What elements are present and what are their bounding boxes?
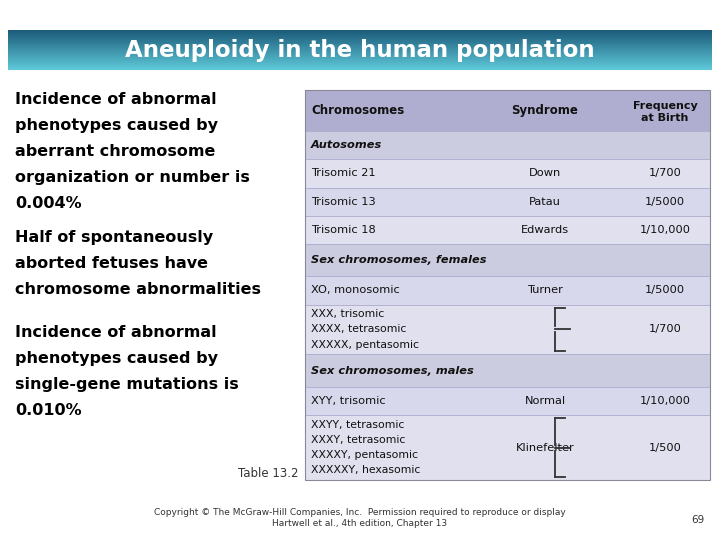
Bar — [305, 354, 710, 387]
Text: Edwards: Edwards — [521, 225, 569, 235]
Text: Klinefelter: Klinefelter — [516, 442, 575, 453]
Text: XXX, trisomic: XXX, trisomic — [311, 309, 384, 319]
Bar — [305, 187, 710, 215]
Bar — [305, 387, 710, 415]
Text: Aneuploidy in the human population: Aneuploidy in the human population — [125, 38, 595, 62]
Text: 1/700: 1/700 — [649, 168, 681, 178]
Text: 0.004%: 0.004% — [15, 196, 81, 211]
Text: at Birth: at Birth — [642, 112, 689, 123]
Text: XYY, trisomic: XYY, trisomic — [311, 396, 386, 406]
Text: Autosomes: Autosomes — [311, 140, 382, 150]
Text: Trisomic 21: Trisomic 21 — [311, 168, 376, 178]
Text: single-gene mutations is: single-gene mutations is — [15, 377, 239, 392]
Text: XXXX, tetrasomic: XXXX, tetrasomic — [311, 325, 406, 334]
Text: XXXXY, pentasomic: XXXXY, pentasomic — [311, 450, 418, 460]
Text: XXYY, tetrasomic: XXYY, tetrasomic — [311, 420, 405, 430]
Text: 1/10,000: 1/10,000 — [639, 396, 690, 406]
Bar — [305, 415, 710, 480]
Text: phenotypes caused by: phenotypes caused by — [15, 118, 218, 133]
Text: aberrant chromosome: aberrant chromosome — [15, 144, 215, 159]
Bar — [305, 305, 710, 354]
Text: Sex chromosomes, females: Sex chromosomes, females — [311, 255, 487, 265]
Text: 0.010%: 0.010% — [15, 403, 81, 418]
Text: Trisomic 13: Trisomic 13 — [311, 197, 376, 207]
Text: Patau: Patau — [529, 197, 561, 207]
Bar — [305, 131, 710, 159]
Bar — [305, 215, 710, 244]
Bar — [305, 90, 710, 480]
Bar — [305, 90, 710, 131]
Text: Normal: Normal — [524, 396, 566, 406]
Text: aborted fetuses have: aborted fetuses have — [15, 256, 208, 271]
Text: Half of spontaneously: Half of spontaneously — [15, 230, 213, 245]
Text: Incidence of abnormal: Incidence of abnormal — [15, 92, 217, 107]
Text: Chromosomes: Chromosomes — [311, 104, 404, 117]
Text: Syndrome: Syndrome — [512, 104, 578, 117]
Text: Copyright © The McGraw-Hill Companies, Inc.  Permission required to reproduce or: Copyright © The McGraw-Hill Companies, I… — [154, 508, 566, 528]
Text: Down: Down — [529, 168, 561, 178]
Text: Trisomic 18: Trisomic 18 — [311, 225, 376, 235]
Text: 1/500: 1/500 — [649, 442, 681, 453]
Text: XXXXX, pentasomic: XXXXX, pentasomic — [311, 340, 419, 349]
Text: Incidence of abnormal: Incidence of abnormal — [15, 325, 217, 340]
Text: Frequency: Frequency — [633, 100, 698, 111]
Text: Sex chromosomes, males: Sex chromosomes, males — [311, 366, 474, 376]
Bar — [305, 244, 710, 276]
Text: 1/10,000: 1/10,000 — [639, 225, 690, 235]
Text: phenotypes caused by: phenotypes caused by — [15, 351, 218, 366]
Text: chromosome abnormalities: chromosome abnormalities — [15, 282, 261, 297]
Text: Table 13.2: Table 13.2 — [238, 467, 298, 480]
Text: Turner: Turner — [527, 286, 563, 295]
Bar — [305, 159, 710, 187]
Text: 1/5000: 1/5000 — [645, 286, 685, 295]
Bar — [305, 276, 710, 305]
Text: 1/700: 1/700 — [649, 325, 681, 334]
Text: 1/5000: 1/5000 — [645, 197, 685, 207]
Text: organization or number is: organization or number is — [15, 170, 250, 185]
Text: XXXY, tetrasomic: XXXY, tetrasomic — [311, 435, 405, 445]
Text: XO, monosomic: XO, monosomic — [311, 286, 400, 295]
Text: 69: 69 — [692, 515, 705, 525]
Text: XXXXXY, hexasomic: XXXXXY, hexasomic — [311, 465, 420, 475]
